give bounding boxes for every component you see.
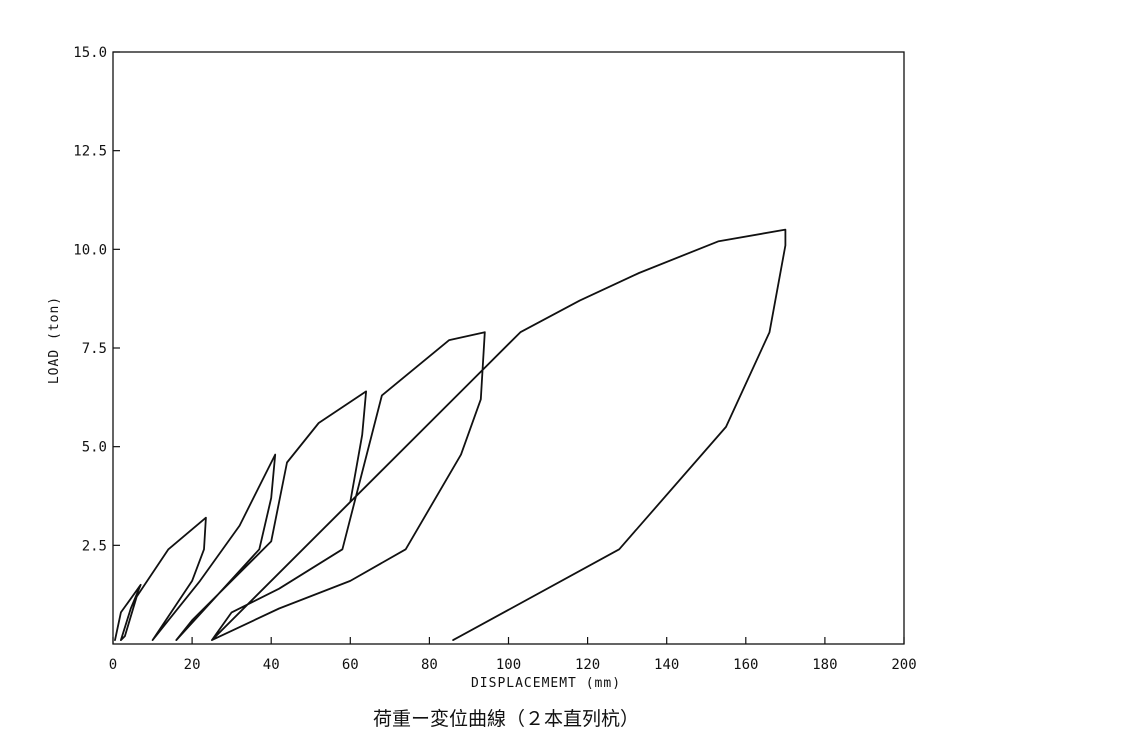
x-tick-label: 40: [263, 657, 280, 673]
x-tick-label: 160: [733, 657, 758, 673]
y-tick-label: 10.0: [73, 242, 107, 258]
y-tick-label: 15.0: [73, 45, 107, 61]
y-axis-label: LOAD (ton): [47, 296, 62, 384]
x-tick-label: 20: [184, 657, 201, 673]
y-tick-label: 12.5: [73, 144, 107, 160]
x-tick-label: 0: [109, 657, 117, 673]
x-tick-label: 200: [891, 657, 916, 673]
y-tick-label: 2.5: [82, 538, 107, 554]
x-tick-label: 60: [342, 657, 359, 673]
chart-caption: 荷重ー変位曲線（２本直列杭）: [373, 708, 639, 730]
y-tick-label: 7.5: [82, 341, 107, 357]
x-tick-label: 140: [654, 657, 679, 673]
x-tick-label: 80: [421, 657, 438, 673]
x-tick-label: 120: [575, 657, 600, 673]
load-displacement-curve: [114, 228, 787, 641]
axis-ticks: 0 20 40 60 80 100 120 140 160 180 200 2.5 5.0 7.5 10.0…: [73, 45, 916, 673]
x-tick-label: 100: [496, 657, 521, 673]
x-tick-label: 180: [812, 657, 837, 673]
curve-layer: [114, 228, 787, 641]
y-tick-label: 5.0: [82, 440, 107, 456]
plot-frame: [112, 51, 905, 645]
x-axis-label: DISPLACEMEMT (mm): [471, 676, 621, 691]
